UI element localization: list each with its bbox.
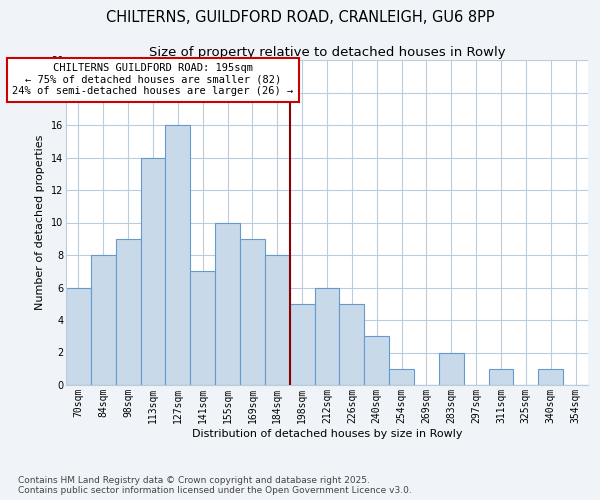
Bar — [488, 369, 514, 385]
Bar — [190, 271, 215, 385]
Bar — [340, 304, 364, 385]
Bar — [215, 222, 240, 385]
Bar — [66, 288, 91, 385]
Title: Size of property relative to detached houses in Rowly: Size of property relative to detached ho… — [149, 46, 505, 59]
Bar — [166, 125, 190, 385]
Bar — [439, 352, 464, 385]
Text: CHILTERNS GUILDFORD ROAD: 195sqm
← 75% of detached houses are smaller (82)
24% o: CHILTERNS GUILDFORD ROAD: 195sqm ← 75% o… — [13, 63, 293, 96]
Bar — [265, 255, 290, 385]
Bar — [314, 288, 340, 385]
X-axis label: Distribution of detached houses by size in Rowly: Distribution of detached houses by size … — [192, 428, 462, 438]
Bar — [116, 239, 140, 385]
Bar — [91, 255, 116, 385]
Bar — [290, 304, 314, 385]
Text: CHILTERNS, GUILDFORD ROAD, CRANLEIGH, GU6 8PP: CHILTERNS, GUILDFORD ROAD, CRANLEIGH, GU… — [106, 10, 494, 25]
Bar — [389, 369, 414, 385]
Bar — [140, 158, 166, 385]
Text: Contains HM Land Registry data © Crown copyright and database right 2025.
Contai: Contains HM Land Registry data © Crown c… — [18, 476, 412, 495]
Bar — [364, 336, 389, 385]
Bar — [538, 369, 563, 385]
Bar — [240, 239, 265, 385]
Y-axis label: Number of detached properties: Number of detached properties — [35, 135, 45, 310]
